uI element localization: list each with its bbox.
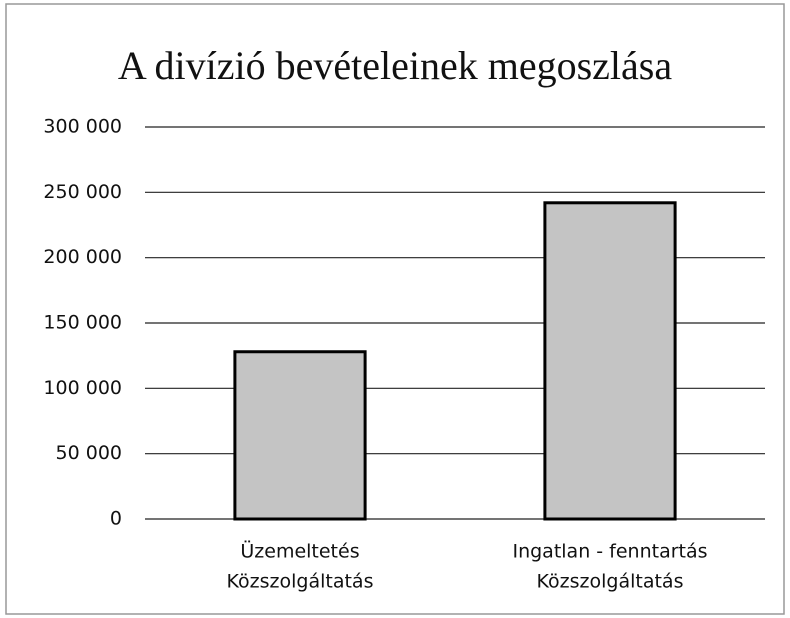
x-tick-label: Üzemeltetés [240,540,359,563]
bar [233,350,367,521]
y-tick-label: 150 000 [43,312,122,334]
x-tick-label: Közszolgáltatás [537,571,684,593]
y-tick-label: 50 000 [56,442,122,464]
y-tick-label: 100 000 [43,377,122,399]
y-tick-label: 200 000 [43,246,122,268]
x-tick-label: Közszolgáltatás [227,571,374,593]
x-tick-label: Ingatlan - fenntartás [512,541,707,563]
y-tick-label: 250 000 [43,181,122,203]
y-tick-label: 0 [110,508,122,530]
y-tick-label: 300 000 [43,116,122,138]
bar [543,201,677,521]
chart-title: A divízió bevételeinek megoszlása [118,43,673,88]
